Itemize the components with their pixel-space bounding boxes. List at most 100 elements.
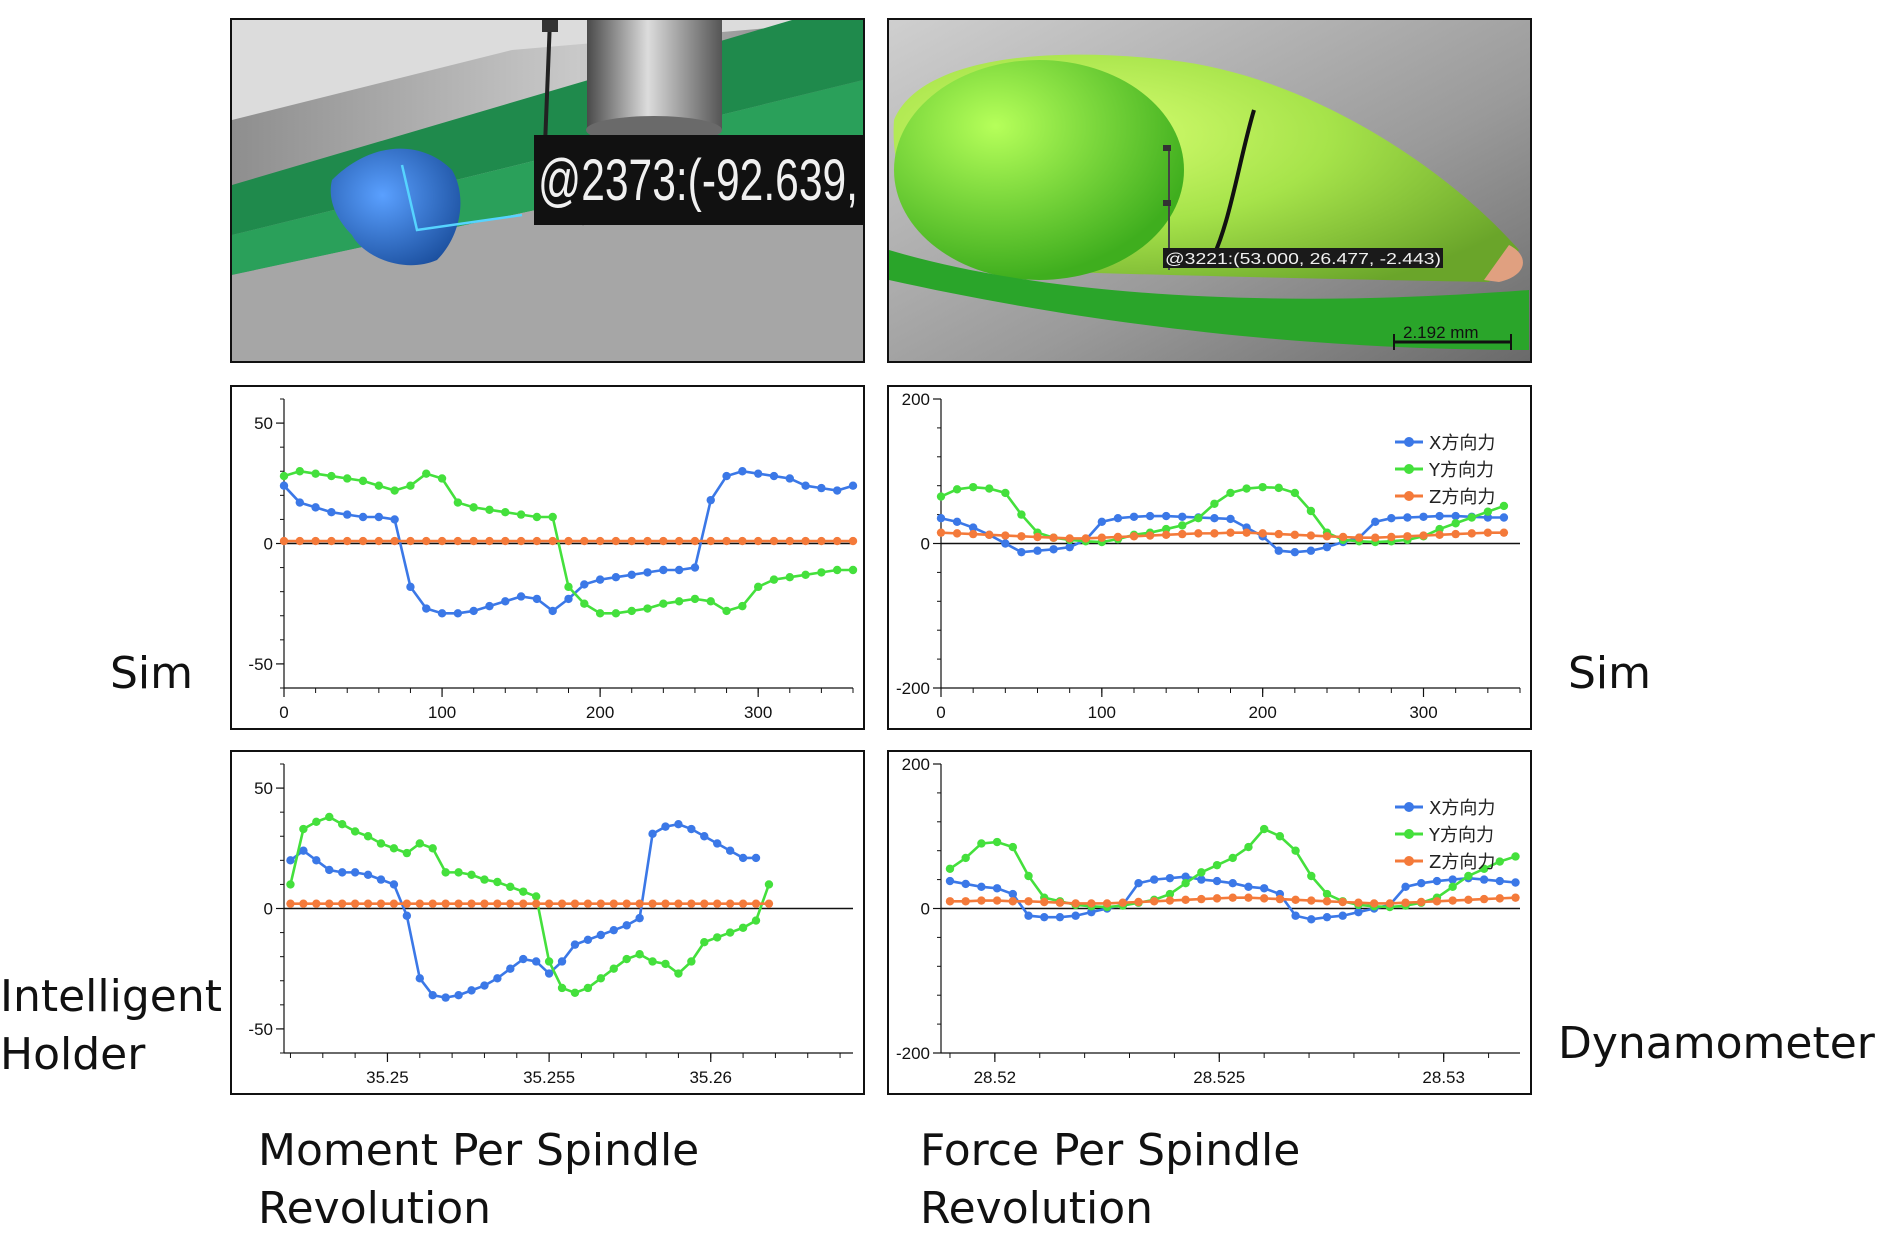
data-point	[422, 536, 431, 546]
data-point	[992, 896, 1002, 905]
data-point	[506, 882, 515, 892]
data-point	[295, 498, 305, 507]
data-point	[713, 839, 722, 848]
data-point	[977, 839, 986, 848]
row-label-dynamometer: Dynamometer	[1558, 1018, 1875, 1069]
data-point	[1228, 879, 1237, 888]
legend-label: Z方向力	[1429, 487, 1495, 508]
data-point	[493, 877, 502, 887]
data-point	[785, 474, 794, 483]
data-point	[674, 597, 684, 606]
data-point	[501, 507, 510, 517]
data-point	[441, 899, 450, 908]
data-point	[1451, 511, 1460, 521]
data-point	[1371, 533, 1380, 542]
data-point	[1435, 511, 1444, 521]
row-label-intelligent-holder: Intelligent Holder	[0, 968, 222, 1084]
data-point	[1417, 879, 1426, 888]
data-point	[595, 609, 605, 618]
data-point	[595, 536, 605, 546]
data-point	[570, 899, 580, 908]
data-point	[751, 899, 761, 908]
data-point	[968, 482, 978, 492]
data-point	[295, 467, 305, 476]
data-point	[1479, 875, 1489, 884]
data-point	[1149, 875, 1159, 884]
data-point	[402, 899, 412, 908]
x-tick-label: 35.25	[366, 1068, 409, 1087]
data-point	[936, 514, 946, 523]
data-point	[469, 606, 478, 616]
data-point	[311, 503, 320, 512]
data-point	[751, 916, 761, 925]
data-point	[350, 827, 360, 836]
data-point	[985, 484, 994, 493]
data-point	[519, 899, 528, 908]
data-point	[635, 913, 644, 923]
sim-toolpath-image-left: @2373:(-92.639,	[230, 18, 865, 363]
caption-force-line2: Revolution	[920, 1183, 1154, 1234]
data-point	[570, 988, 580, 997]
data-point	[1417, 897, 1426, 907]
data-point	[1008, 889, 1018, 899]
data-point	[1291, 895, 1300, 905]
data-point	[1181, 895, 1190, 905]
data-point	[402, 848, 412, 858]
data-point	[1435, 530, 1444, 540]
data-point	[1306, 546, 1316, 555]
data-point	[945, 876, 955, 886]
data-point	[437, 609, 447, 618]
data-point	[1259, 824, 1269, 834]
data-point	[722, 536, 731, 546]
data-point	[764, 899, 774, 908]
data-point	[687, 899, 696, 908]
series-0	[279, 467, 858, 618]
force-dynamometer-chart: 200 0 -200 28.52 28.525 28.53 X方向力 Y方向力 Z方向力	[887, 750, 1532, 1095]
data-point	[1113, 514, 1123, 523]
data-point	[769, 471, 779, 481]
data-point	[363, 832, 373, 841]
data-point	[1024, 911, 1033, 920]
legend-marker	[1404, 464, 1414, 474]
data-point	[389, 899, 399, 908]
data-point	[659, 565, 668, 575]
data-point	[327, 471, 336, 481]
data-point	[1161, 530, 1171, 540]
data-point	[848, 565, 858, 575]
data-point	[1118, 898, 1127, 907]
data-point	[1275, 832, 1285, 841]
legend-marker	[1404, 491, 1414, 501]
data-point	[1467, 529, 1476, 538]
data-point	[1401, 882, 1410, 892]
data-point	[595, 575, 605, 584]
data-point	[279, 481, 289, 490]
data-point	[674, 536, 684, 546]
data-point	[286, 856, 295, 865]
data-point	[1483, 507, 1493, 516]
legend-label: X方向力	[1429, 433, 1495, 454]
data-point	[661, 959, 670, 969]
data-point	[1511, 878, 1520, 887]
data-point	[713, 933, 722, 942]
data-point	[480, 899, 489, 908]
data-point	[548, 512, 557, 522]
data-point	[622, 921, 631, 930]
data-point	[1194, 529, 1203, 538]
data-point	[1065, 534, 1074, 543]
data-point	[1385, 899, 1395, 908]
data-point	[1511, 893, 1520, 902]
data-point	[609, 925, 618, 935]
data-point	[428, 844, 437, 853]
series-line	[289, 822, 757, 999]
data-point	[1464, 895, 1473, 905]
data-point	[945, 897, 955, 906]
data-point	[1483, 528, 1493, 537]
data-point	[1197, 875, 1206, 884]
data-point	[785, 536, 794, 546]
legend-label: Y方向力	[1428, 460, 1494, 481]
data-point	[1033, 546, 1042, 555]
sim-toolpath-image-right: @3221:(53.000, 26.477, -2.443) 2.192 mm	[887, 18, 1532, 363]
x-tick-label: 28.53	[1422, 1068, 1465, 1087]
data-point	[390, 536, 399, 546]
data-point	[817, 568, 826, 577]
